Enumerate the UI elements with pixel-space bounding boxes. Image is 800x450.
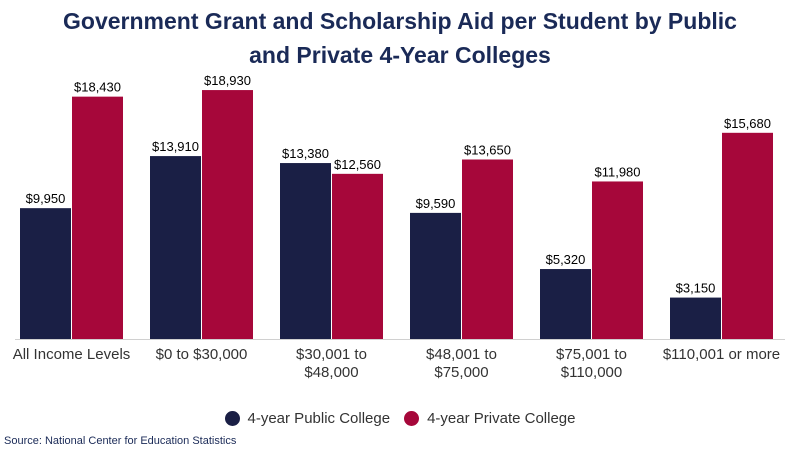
bar-public-5 bbox=[670, 297, 721, 339]
value-label-public-3: $9,590 bbox=[416, 196, 456, 211]
legend-item-private: 4-year Private College bbox=[404, 410, 575, 427]
value-label-public-2: $13,380 bbox=[282, 146, 329, 161]
bar-private-0 bbox=[72, 96, 123, 339]
value-label-private-0: $18,430 bbox=[74, 80, 121, 95]
bar-private-2 bbox=[332, 173, 383, 339]
category-label-5: $110,001 or more bbox=[663, 346, 780, 363]
value-label-public-0: $9,950 bbox=[26, 191, 66, 206]
chart-legend: 4-year Public College 4-year Private Col… bbox=[0, 410, 800, 427]
category-label-0: All Income Levels bbox=[13, 346, 131, 363]
bar-public-0 bbox=[20, 208, 71, 339]
legend-item-public: 4-year Public College bbox=[224, 410, 391, 427]
bar-chart: $9,950 $18,430 All Income Levels $13,910 $18… bbox=[13, 73, 785, 381]
value-label-public-1: $13,910 bbox=[152, 139, 199, 154]
bar-public-4 bbox=[540, 269, 591, 339]
category-label-3-line-1: $75,000 bbox=[434, 364, 488, 381]
category-label-1: $0 to $30,000 bbox=[156, 346, 248, 363]
source-note: Source: National Center for Education St… bbox=[4, 435, 237, 447]
bar-private-3 bbox=[462, 159, 513, 339]
value-label-private-4: $11,980 bbox=[594, 164, 640, 179]
bar-public-1 bbox=[150, 156, 201, 339]
legend-swatch-public bbox=[224, 411, 240, 426]
category-label-4-line-0: $75,001 to bbox=[556, 346, 627, 363]
value-label-public-5: $3,150 bbox=[676, 281, 716, 296]
legend-label-private: 4-year Private College bbox=[427, 410, 576, 427]
legend-label-public: 4-year Public College bbox=[247, 410, 391, 427]
category-label-2-line-0: $30,001 to bbox=[296, 346, 367, 363]
value-label-private-5: $15,680 bbox=[724, 116, 771, 131]
category-label-2-line-1: $48,000 bbox=[304, 364, 358, 381]
category-label-3-line-0: $48,001 to bbox=[426, 346, 497, 363]
chart-title-line-1: Government Grant and Scholarship Aid per… bbox=[63, 8, 737, 34]
bar-private-1 bbox=[202, 90, 253, 340]
legend-swatch-private bbox=[404, 411, 420, 426]
value-label-public-4: $5,320 bbox=[546, 252, 586, 267]
bar-public-2 bbox=[280, 163, 331, 339]
value-label-private-2: $12,560 bbox=[334, 157, 381, 172]
value-label-private-3: $13,650 bbox=[464, 143, 511, 158]
chart-title-line-2: and Private 4-Year Colleges bbox=[249, 42, 551, 68]
bar-public-3 bbox=[410, 212, 461, 339]
bar-private-4 bbox=[592, 181, 643, 339]
category-label-4-line-1: $110,000 bbox=[561, 364, 622, 381]
bar-private-5 bbox=[722, 132, 773, 339]
chart-title: Government Grant and Scholarship Aid per… bbox=[0, 4, 800, 72]
value-label-private-1: $18,930 bbox=[204, 73, 251, 88]
